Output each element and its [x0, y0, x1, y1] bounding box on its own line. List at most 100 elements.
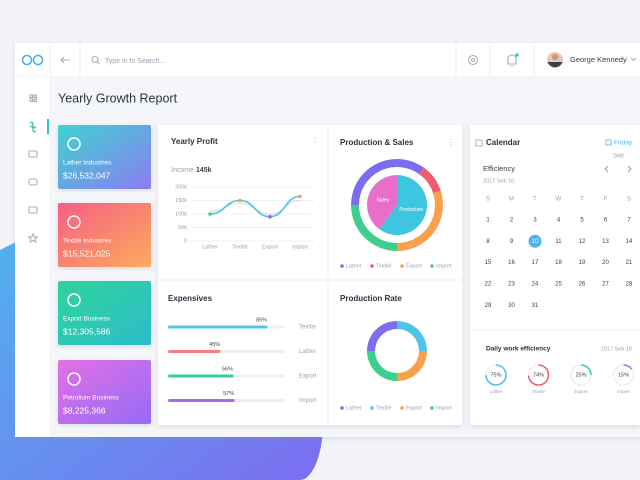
chart-title: Expensives — [168, 294, 213, 303]
calendar-day[interactable]: 20 — [602, 260, 609, 266]
user-name[interactable]: George Kennedy — [570, 55, 627, 64]
annotation-label: Income — [171, 167, 194, 174]
profit-point — [268, 214, 272, 219]
nav-favorites[interactable] — [27, 232, 39, 244]
x-tick-label: Export — [262, 244, 278, 250]
user-menu-caret[interactable] — [630, 57, 637, 62]
nav-active-indicator — [47, 119, 49, 134]
calendar-day[interactable]: 4 — [557, 218, 561, 224]
notifications-button[interactable] — [507, 53, 519, 67]
chart-title: Production & Sales — [340, 138, 414, 147]
nav-briefcase[interactable] — [28, 150, 38, 158]
card-label: Export Business — [63, 316, 111, 323]
bar — [168, 350, 221, 353]
nav-growth-active[interactable] — [29, 121, 37, 133]
legend-label: Lather — [346, 263, 362, 269]
calendar-day[interactable]: 13 — [602, 239, 609, 245]
calendar-day[interactable]: 23 — [508, 281, 515, 287]
calendar-day[interactable]: 8 — [486, 239, 490, 245]
donut-segment — [397, 351, 427, 381]
ring-progress — [580, 364, 592, 376]
legend-swatch — [340, 264, 344, 268]
bar-value-label: 57% — [223, 391, 234, 397]
calendar-day[interactable]: 25 — [555, 281, 562, 287]
calendar-day[interactable]: 21 — [626, 260, 633, 266]
cards: Lather Industries $26,532,047 Textile Indu… — [58, 125, 151, 424]
avatar[interactable] — [547, 52, 563, 68]
weekday: W — [556, 197, 562, 203]
industry-card — [58, 125, 151, 189]
calendar-day[interactable]: 17 — [532, 260, 539, 266]
calendar-day[interactable]: 26 — [579, 281, 586, 287]
calendar-day[interactable]: 28 — [626, 281, 633, 287]
calendar-day[interactable]: 14 — [626, 239, 633, 245]
donut-segment — [397, 321, 427, 351]
calendar-day[interactable]: 29 — [485, 303, 492, 309]
efficiency-title: Efficiency — [483, 164, 515, 173]
calendar-day[interactable]: 10 — [532, 239, 539, 245]
calendar-day[interactable]: 24 — [532, 281, 539, 287]
calendar-day[interactable]: 6 — [604, 218, 608, 224]
calendar-day[interactable]: 7 — [627, 218, 631, 224]
pie-label: Production — [399, 207, 423, 213]
calendar-day[interactable]: 15 — [485, 260, 492, 266]
bar — [168, 325, 268, 329]
pie-segment — [379, 175, 428, 235]
card-amount: $26,532,047 — [63, 170, 111, 180]
calendar-day[interactable]: 16 — [508, 260, 515, 266]
legend-swatch — [340, 406, 344, 410]
calendar-day[interactable]: 22 — [485, 281, 492, 287]
profit-line — [209, 195, 301, 218]
page-title: Yearly Growth Report — [58, 91, 178, 105]
ring-progress — [623, 364, 633, 370]
card-icon — [67, 372, 81, 386]
donut-segment — [351, 158, 425, 205]
prev-month[interactable] — [604, 165, 609, 173]
legend-swatch — [400, 406, 404, 410]
calendar-day[interactable]: 9 — [510, 239, 514, 245]
ring-value-label: 75% — [490, 372, 501, 378]
calendar-day[interactable]: 12 — [579, 239, 586, 245]
settings-button[interactable] — [467, 54, 479, 66]
ring-category: Textile — [532, 389, 545, 394]
calendar-day[interactable]: 2 — [510, 218, 514, 224]
search-icon — [91, 55, 100, 65]
calendar-panel — [470, 125, 640, 425]
donut-segment — [367, 351, 397, 381]
chart-title: Yearly Profit — [171, 137, 218, 146]
search-input[interactable]: Type in to Search... — [105, 58, 165, 65]
calendar-day[interactable]: 31 — [532, 303, 539, 309]
legend-label: Export — [406, 405, 422, 411]
ring-category: Import — [617, 389, 631, 394]
back-button[interactable] — [60, 56, 70, 64]
sidebar — [15, 77, 50, 437]
month-label: Seb — [613, 154, 624, 160]
calendar-day[interactable]: 30 — [508, 303, 515, 309]
calendar-day[interactable]: 1 — [486, 218, 490, 224]
calendar-day[interactable]: 27 — [602, 281, 609, 287]
day-checkbox — [605, 139, 612, 146]
pie-segment — [367, 175, 397, 230]
nav-documents[interactable] — [28, 206, 38, 214]
ring-category: Export — [574, 389, 588, 394]
x-tick-label: Textile — [232, 244, 248, 250]
weekday: M — [509, 197, 514, 203]
bar-category: Textile — [299, 325, 317, 331]
x-tick-label: Lather — [202, 244, 218, 250]
nav-messages[interactable] — [28, 178, 38, 186]
next-month[interactable] — [627, 165, 632, 173]
calendar-day[interactable]: 5 — [580, 218, 584, 224]
calendar-day[interactable]: 18 — [555, 260, 562, 266]
card-icon — [67, 137, 81, 151]
more-menu: ⋮ — [311, 137, 319, 146]
profit-point — [238, 198, 242, 203]
y-tick-label: 150k — [175, 198, 187, 204]
donut-segment — [351, 205, 397, 251]
legend-label: Textile — [376, 405, 392, 411]
calendar-day[interactable]: 11 — [555, 239, 562, 245]
calendar-day[interactable]: 3 — [533, 218, 537, 224]
calendar-day[interactable]: 19 — [579, 260, 586, 266]
nav-grid[interactable] — [29, 94, 38, 103]
x-tick-label: Import — [292, 244, 308, 250]
